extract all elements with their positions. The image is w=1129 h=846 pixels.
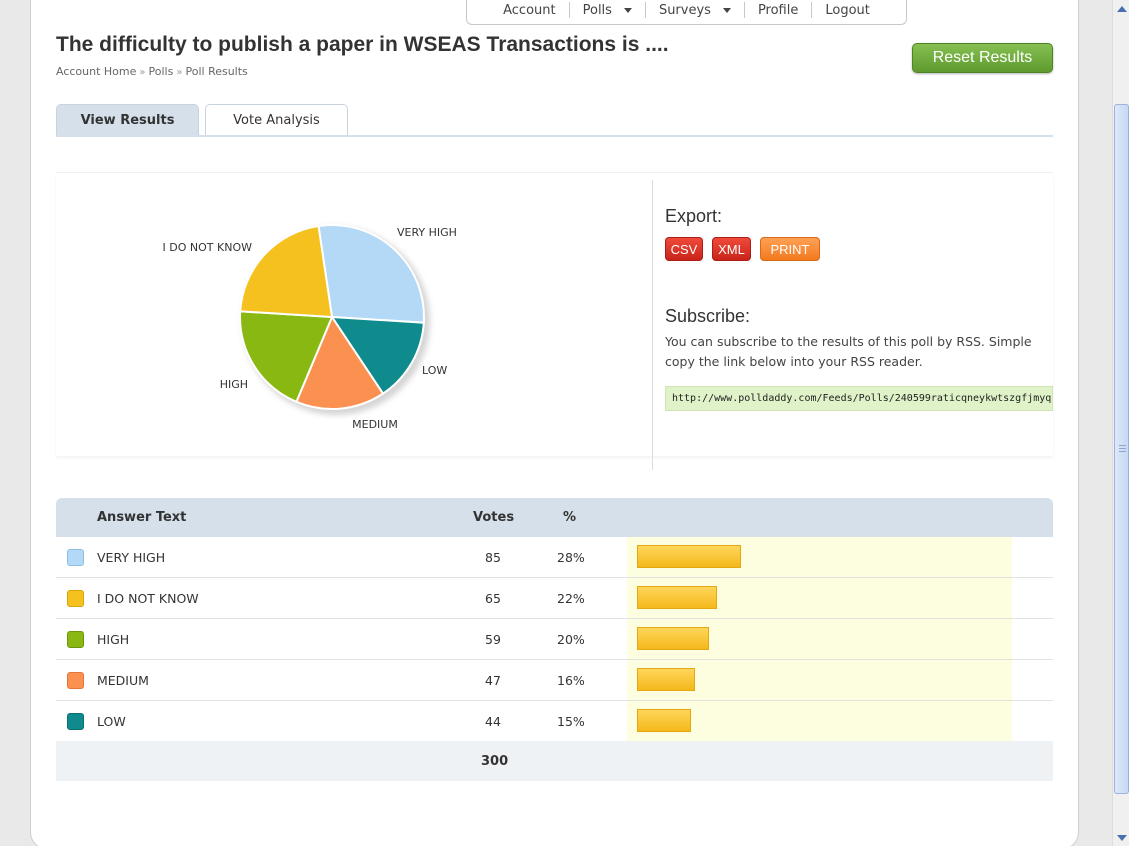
color-swatch [67,672,84,689]
answer-text: VERY HIGH [97,550,166,565]
pie-label: MEDIUM [352,418,398,431]
nav-profile-label: Profile [757,2,799,18]
nav-logout[interactable]: Logout [812,2,883,18]
scrollbar-thumb[interactable] [1114,104,1129,794]
breadcrumb-separator-icon: » [139,67,146,78]
bar-track [627,701,1012,741]
breadcrumb-polls[interactable]: Polls [148,65,174,78]
table-row: I DO NOT KNOW 65 22% [56,578,1053,619]
chevron-down-icon [722,7,731,13]
vote-count: 44 [485,714,501,729]
table-row: VERY HIGH 85 28% [56,537,1053,578]
pie-slice-low [330,315,425,395]
total-row: 300 [56,741,1053,781]
nav-account-label: Account [503,2,556,18]
breadcrumb: Account Home» Polls» Poll Results [56,65,248,78]
nav-surveys[interactable]: Surveys [646,2,745,18]
vote-count: 65 [485,591,501,606]
answer-text: MEDIUM [97,673,149,688]
color-swatch [67,590,84,607]
vote-percent: 28% [557,550,585,565]
table-row: LOW 44 15% [56,701,1053,742]
vote-percent: 16% [557,673,585,688]
pie-chart: VERY HIGH LOW MEDIUM HIGH I DO NOT KNOW [163,224,457,431]
pie-label: VERY HIGH [397,226,457,239]
vote-bar [637,709,691,732]
results-table-header: Answer Text Votes % [56,498,1053,537]
nav-logout-label: Logout [825,2,870,18]
vote-count: 59 [485,632,501,647]
vote-count: 85 [485,550,501,565]
color-swatch [67,713,84,730]
top-nav: Account Polls Surveys Profile Logout [466,0,907,25]
vertical-scrollbar[interactable] [1112,0,1129,846]
vote-count: 47 [485,673,501,688]
nav-polls[interactable]: Polls [570,2,646,18]
pie-slice-very-high [317,224,425,324]
table-row: MEDIUM 47 16% [56,660,1053,701]
header-answer-text: Answer Text [97,510,187,525]
export-csv-button[interactable]: CSV [665,237,703,261]
vote-percent: 22% [557,591,585,606]
color-swatch [67,631,84,648]
reset-results-button[interactable]: Reset Results [912,43,1053,73]
export-title: Export: [665,206,723,226]
vote-bar [637,545,741,568]
nav-polls-label: Polls [582,2,612,18]
vote-bar [637,668,695,691]
subscribe-title: Subscribe: [665,306,751,326]
table-row: HIGH 59 20% [56,619,1053,660]
breadcrumb-account-home[interactable]: Account Home [56,65,137,78]
vote-percent: 20% [557,632,585,647]
nav-profile[interactable]: Profile [745,2,813,18]
nav-account[interactable]: Account [490,2,570,18]
nav-surveys-label: Surveys [658,2,711,18]
breadcrumb-poll-results: Poll Results [185,65,248,78]
subscribe-description: You can subscribe to the results of this… [665,334,1032,369]
tab-underline [56,135,1053,137]
chevron-down-icon [623,7,632,13]
tab-vote-analysis[interactable]: Vote Analysis [205,104,348,136]
scroll-up-button[interactable] [1113,0,1129,17]
grip-icon [1119,445,1126,453]
answer-text: HIGH [97,632,130,647]
chart-divider [652,180,653,470]
color-swatch [67,549,84,566]
export-print-button[interactable]: PRINT [760,237,820,261]
arrow-down-icon [1116,834,1127,841]
rss-url-field[interactable]: http://www.polldaddy.com/Feeds/Polls/240… [665,386,1053,411]
pie-label: LOW [422,364,447,377]
answer-text: LOW [97,714,126,729]
pie-label: HIGH [220,378,248,391]
page-title: The difficulty to publish a paper in WSE… [56,33,669,56]
header-percent: % [563,510,577,525]
pie-label: I DO NOT KNOW [163,241,253,254]
chart-container [56,172,1053,456]
answer-text: I DO NOT KNOW [97,591,199,606]
header-votes: Votes [473,510,515,525]
scroll-down-button[interactable] [1113,829,1129,846]
tab-view-results[interactable]: View Results [56,104,199,136]
vote-bar [637,627,709,650]
export-xml-button[interactable]: XML [712,237,751,261]
pie-slice-i-do-not-know [239,224,334,319]
vote-bar [637,586,717,609]
total-votes: 300 [481,754,509,769]
arrow-up-icon [1116,5,1127,12]
pie-slice-high [239,310,334,404]
pie-slice-medium [295,314,385,410]
breadcrumb-separator-icon: » [176,67,183,78]
vote-percent: 15% [557,714,585,729]
